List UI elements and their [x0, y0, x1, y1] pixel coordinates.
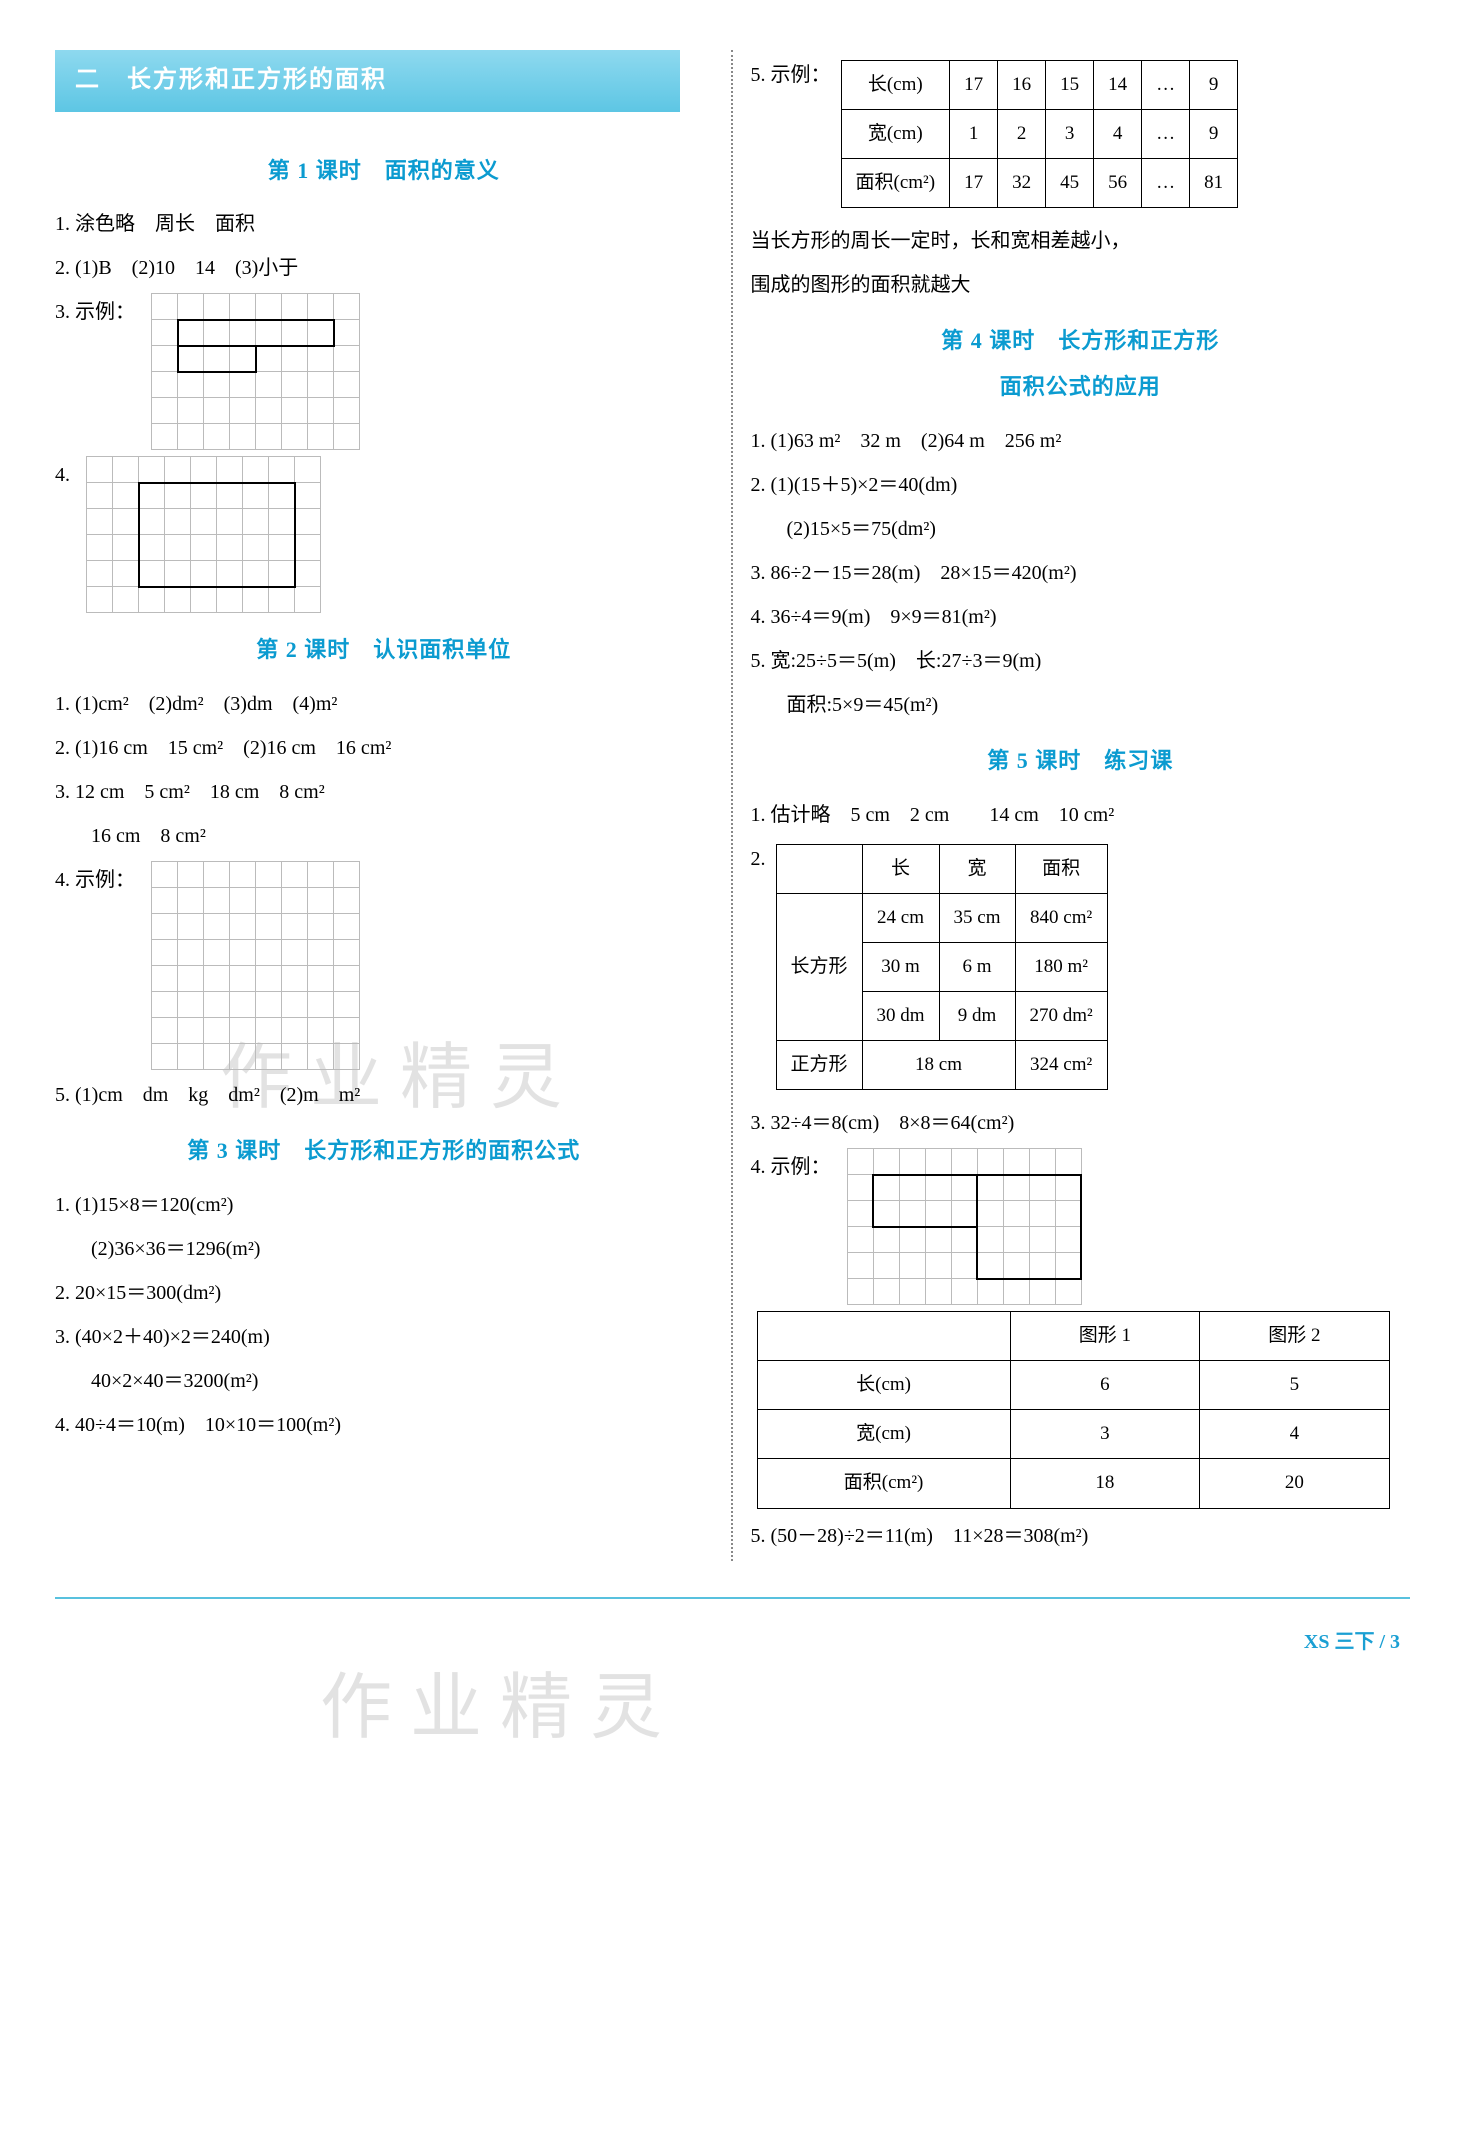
l5-q4-label: 4. 示例： [751, 1148, 831, 1186]
table-cell: 图形 1 [1010, 1312, 1199, 1361]
l3-q4: 4. 40÷4＝10(m) 10×10＝100(m²) [55, 1406, 713, 1444]
l3-q2: 2. 20×15＝300(dm²) [55, 1274, 713, 1312]
l5-q4-grid [847, 1148, 1083, 1305]
l4-q4: 4. 36÷4＝9(m) 9×9＝81(m²) [751, 598, 1411, 636]
l4-q5b: 面积:5×9＝45(m²) [751, 686, 1411, 724]
r-q5-note1: 当长方形的周长一定时，长和宽相差越小， [751, 222, 1411, 260]
l1-q4-label: 4. [55, 456, 70, 494]
page-body: 二 长方形和正方形的面积 第 1 课时 面积的意义 1. 涂色略 周长 面积 2… [55, 50, 1410, 1561]
table-cell [757, 1312, 1010, 1361]
l4-q3: 3. 86÷2－15＝28(m) 28×15＝420(m²) [751, 554, 1411, 592]
l1-q3: 3. 示例： [55, 293, 713, 450]
table-cell: … [1142, 110, 1190, 159]
l3-q1a: 1. (1)15×8＝120(cm²) [55, 1186, 713, 1224]
l1-q1: 1. 涂色略 周长 面积 [55, 205, 713, 243]
l3-q3b: 40×2×40＝3200(m²) [55, 1362, 713, 1400]
table-cell: 81 [1190, 159, 1238, 208]
lesson4-title2: 面积公式的应用 [751, 366, 1411, 408]
l2-q1: 1. (1)cm² (2)dm² (3)dm (4)m² [55, 685, 713, 723]
r-q5-note2: 围成的图形的面积就越大 [751, 266, 1411, 304]
l4-q2b: (2)15×5＝75(dm²) [751, 510, 1411, 548]
l2-q4-grid [151, 861, 360, 1070]
l5-q4-table: 图形 1图形 2 长(cm)65 宽(cm)34 面积(cm²)1820 [757, 1311, 1390, 1508]
table-cell: 18 [1010, 1459, 1199, 1508]
l2-q2: 2. (1)16 cm 15 cm² (2)16 cm 16 cm² [55, 729, 713, 767]
footer-rule [55, 1597, 1410, 1599]
table-cell: 3 [1010, 1410, 1199, 1459]
lesson1-title: 第 1 课时 面积的意义 [55, 150, 713, 192]
table-cell: 15 [1046, 61, 1094, 110]
l5-q3: 3. 32÷4＝8(cm) 8×8＝64(cm²) [751, 1104, 1411, 1142]
l5-q2-label: 2. [751, 840, 766, 878]
r-q5-table: 长(cm)17161514…9 宽(cm)1234…9 面积(cm²)1732455… [841, 60, 1239, 208]
table-cell: 宽(cm) [841, 110, 950, 159]
table-cell: 17 [950, 159, 998, 208]
lesson4-title1: 第 4 课时 长方形和正方形 [751, 320, 1411, 362]
l5-q2-table: 长宽面积长方形24 cm35 cm840 cm²30 m6 m180 m²30 … [776, 844, 1108, 1090]
table-cell: 2 [998, 110, 1046, 159]
l5-q1: 1. 估计略 5 cm 2 cm 14 cm 10 cm² [751, 796, 1411, 834]
table-cell: 9 [1190, 61, 1238, 110]
page-footer: XS 三下 / 3 [55, 1623, 1410, 1661]
l2-q3a: 3. 12 cm 5 cm² 18 cm 8 cm² [55, 773, 713, 811]
table-cell: 20 [1200, 1459, 1389, 1508]
l1-q4-grid [86, 456, 321, 613]
watermark: 作业精灵 [320, 1640, 680, 1777]
table-cell: 9 [1190, 110, 1238, 159]
l1-q4: 4. [55, 456, 713, 613]
l3-q3a: 3. (40×2＋40)×2＝240(m) [55, 1318, 713, 1356]
table-cell: 图形 2 [1200, 1312, 1389, 1361]
table-cell: 32 [998, 159, 1046, 208]
table-cell: 5 [1200, 1361, 1389, 1410]
table-cell: 4 [1200, 1410, 1389, 1459]
table-cell: 56 [1094, 159, 1142, 208]
table-cell: 17 [950, 61, 998, 110]
table-cell: 宽(cm) [757, 1410, 1010, 1459]
l2-q4: 4. 示例： [55, 861, 713, 1070]
table-cell: 长(cm) [841, 61, 950, 110]
r-q5: 5. 示例： 长(cm)17161514…9 宽(cm)1234…9 面积(cm²)… [751, 56, 1411, 216]
l1-q3-label: 3. 示例： [55, 293, 135, 331]
table-cell: 面积(cm²) [757, 1459, 1010, 1508]
table-cell: 长(cm) [757, 1361, 1010, 1410]
l2-q4-label: 4. 示例： [55, 861, 135, 899]
table-cell: 16 [998, 61, 1046, 110]
table-cell: … [1142, 159, 1190, 208]
lesson2-title: 第 2 课时 认识面积单位 [55, 629, 713, 671]
chapter-banner: 二 长方形和正方形的面积 [55, 50, 680, 112]
l5-q5: 5. (50－28)÷2＝11(m) 11×28＝308(m²) [751, 1517, 1411, 1555]
left-column: 二 长方形和正方形的面积 第 1 课时 面积的意义 1. 涂色略 周长 面积 2… [55, 50, 733, 1561]
right-column: 5. 示例： 长(cm)17161514…9宽(cm)1234…9面积(cm²)… [733, 50, 1411, 1561]
l4-q5a: 5. 宽:25÷5＝5(m) 长:27÷3＝9(m) [751, 642, 1411, 680]
l5-q2: 2. 长宽面积长方形24 cm35 cm840 cm²30 m6 m180 m²… [751, 840, 1411, 1098]
table-cell: 14 [1094, 61, 1142, 110]
l4-q1: 1. (1)63 m² 32 m (2)64 m 256 m² [751, 422, 1411, 460]
l1-q3-grid [151, 293, 360, 450]
l1-q2: 2. (1)B (2)10 14 (3)小于 [55, 249, 713, 287]
l5-q4: 4. 示例： [751, 1148, 1411, 1305]
table-cell: 4 [1094, 110, 1142, 159]
table-cell: 3 [1046, 110, 1094, 159]
l4-q2a: 2. (1)(15＋5)×2＝40(dm) [751, 466, 1411, 504]
table-cell: 面积(cm²) [841, 159, 950, 208]
l3-q1b: (2)36×36＝1296(m²) [55, 1230, 713, 1268]
table-cell: … [1142, 61, 1190, 110]
r-q5-label: 5. 示例： [751, 56, 831, 94]
l2-q5: 5. (1)cm dm kg dm² (2)m m² [55, 1076, 713, 1114]
table-cell: 45 [1046, 159, 1094, 208]
lesson5-title: 第 5 课时 练习课 [751, 740, 1411, 782]
table-cell: 1 [950, 110, 998, 159]
lesson3-title: 第 3 课时 长方形和正方形的面积公式 [55, 1130, 713, 1172]
l2-q3b: 16 cm 8 cm² [55, 817, 713, 855]
table-cell: 6 [1010, 1361, 1199, 1410]
